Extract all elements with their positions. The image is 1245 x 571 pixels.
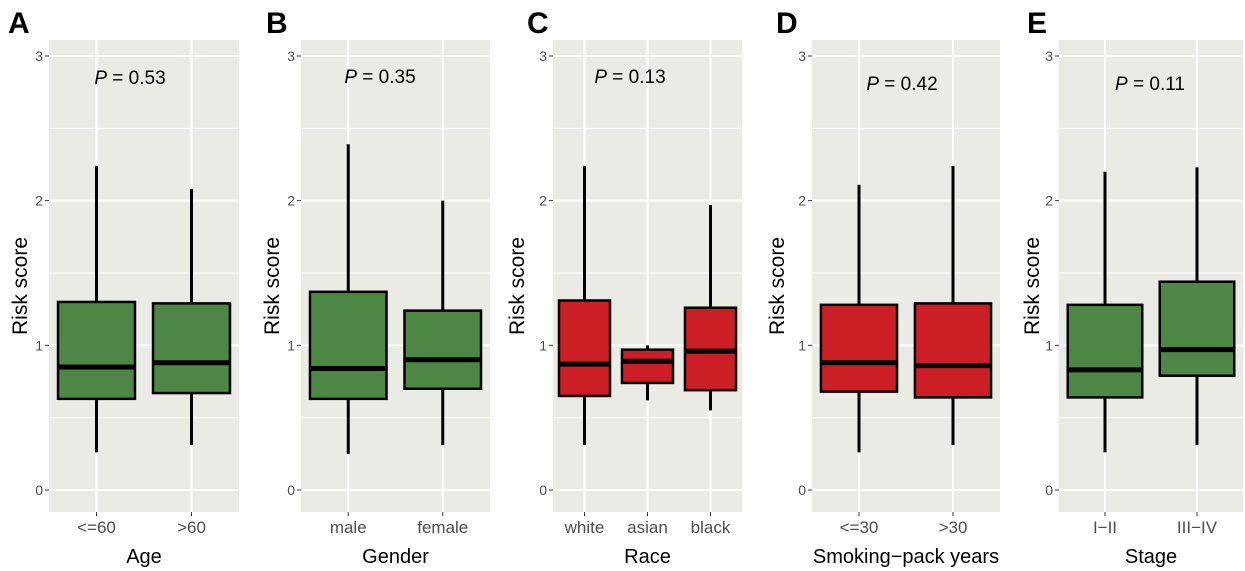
panel-d: 0 1 2 3 <=30 >30 P = 0.42 D Risk score Smoking−pa… bbox=[766, 7, 1000, 568]
y-tick-label: 3 bbox=[539, 48, 547, 64]
iqr-box bbox=[56, 300, 137, 401]
box-2 bbox=[913, 165, 993, 446]
plot-background bbox=[812, 40, 1000, 512]
x-tick-label: asian bbox=[627, 518, 668, 537]
iqr-box bbox=[913, 302, 993, 399]
panel-b: 0 1 2 3 male female P = 0.35 B Risk score Gender bbox=[261, 7, 490, 568]
panel-letter: C bbox=[527, 7, 549, 40]
plot-background bbox=[49, 40, 239, 512]
x-tick-label: III−IV bbox=[1177, 518, 1218, 537]
x-tick-label: male bbox=[330, 518, 367, 537]
iqr-box bbox=[308, 290, 388, 401]
box-2 bbox=[403, 200, 483, 446]
y-tick-label: 1 bbox=[798, 337, 806, 353]
box-2 bbox=[620, 345, 675, 401]
y-tick-label: 3 bbox=[1045, 48, 1053, 64]
iqr-box bbox=[620, 348, 675, 385]
x-tick-label: I−II bbox=[1093, 518, 1117, 537]
box-3 bbox=[683, 205, 738, 411]
box-1 bbox=[819, 184, 899, 453]
iqr-box bbox=[557, 299, 612, 398]
x-tick-label: <=60 bbox=[77, 518, 116, 537]
y-tick-label: 0 bbox=[35, 482, 43, 498]
y-tick-label: 1 bbox=[287, 337, 295, 353]
y-axis-label: Risk score bbox=[261, 237, 284, 335]
y-tick-label: 1 bbox=[35, 337, 43, 353]
panel-e: 0 1 2 3 I−II III−IV P = 0.11 E Risk score Stage bbox=[1021, 7, 1243, 568]
panel-c: 0 1 2 3 white asian black P = 0.13 C Risk score Ra… bbox=[506, 7, 742, 568]
x-tick-label: >30 bbox=[939, 518, 968, 537]
x-axis-label: Smoking−pack years bbox=[813, 546, 999, 568]
y-axis-label: Risk score bbox=[1021, 237, 1044, 335]
x-axis-label: Stage bbox=[1125, 546, 1177, 568]
y-tick-label: 1 bbox=[1045, 337, 1053, 353]
x-tick-label: female bbox=[417, 518, 468, 537]
p-value: P = 0.35 bbox=[344, 67, 415, 88]
plot-background bbox=[301, 40, 490, 512]
iqr-box bbox=[403, 309, 483, 390]
box-1 bbox=[308, 144, 388, 454]
y-axis-label: Risk score bbox=[9, 237, 32, 335]
y-tick-label: 2 bbox=[798, 193, 806, 209]
x-tick-label: white bbox=[564, 518, 605, 537]
y-tick-label: 3 bbox=[798, 48, 806, 64]
y-tick-label: 0 bbox=[539, 482, 547, 498]
panel-a: 0 1 2 3 <=60 >60 P = 0.53 A Risk score Age bbox=[8, 7, 239, 568]
p-value: P = 0.13 bbox=[594, 67, 665, 88]
y-tick-label: 2 bbox=[539, 193, 547, 209]
x-tick-label: >60 bbox=[177, 518, 206, 537]
iqr-box bbox=[1158, 280, 1236, 377]
x-axis-label: Race bbox=[624, 546, 671, 568]
iqr-box bbox=[151, 302, 232, 395]
p-value: P = 0.11 bbox=[1115, 74, 1185, 95]
box-2 bbox=[1158, 167, 1236, 446]
y-tick-label: 2 bbox=[35, 193, 43, 209]
x-tick-label: <=30 bbox=[840, 518, 879, 537]
y-axis-label: Risk score bbox=[506, 237, 529, 335]
x-axis-label: Gender bbox=[362, 546, 429, 568]
box-1 bbox=[56, 165, 137, 453]
y-tick-label: 0 bbox=[1045, 482, 1053, 498]
y-tick-label: 3 bbox=[35, 48, 43, 64]
iqr-box bbox=[1066, 303, 1144, 399]
x-axis-label: Age bbox=[126, 546, 162, 568]
panel-letter: D bbox=[776, 7, 798, 40]
panel-letter: B bbox=[266, 7, 288, 40]
p-value: P = 0.42 bbox=[866, 74, 937, 95]
iqr-box bbox=[819, 303, 899, 393]
y-tick-label: 0 bbox=[287, 482, 295, 498]
panel-letter: E bbox=[1027, 7, 1047, 40]
box-2 bbox=[151, 189, 232, 446]
y-tick-label: 2 bbox=[1045, 193, 1053, 209]
box-1 bbox=[557, 165, 612, 446]
x-tick-label: black bbox=[691, 518, 731, 537]
y-tick-label: 0 bbox=[798, 482, 806, 498]
y-axis-label: Risk score bbox=[766, 237, 789, 335]
y-tick-label: 1 bbox=[539, 337, 547, 353]
plot-background bbox=[1059, 40, 1243, 512]
panel-letter: A bbox=[8, 7, 30, 40]
y-tick-label: 2 bbox=[287, 193, 295, 209]
box-1 bbox=[1066, 171, 1144, 453]
y-tick-label: 3 bbox=[287, 48, 295, 64]
p-value: P = 0.53 bbox=[94, 68, 165, 89]
